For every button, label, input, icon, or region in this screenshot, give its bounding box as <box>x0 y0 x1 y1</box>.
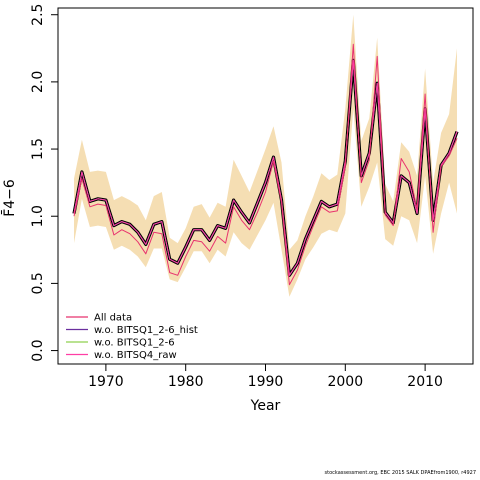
x-tick-label: 1980 <box>168 374 204 390</box>
x-tick-label: 1970 <box>88 374 124 390</box>
y-tick-label: 2.0 <box>30 71 46 93</box>
confidence-band <box>74 14 457 297</box>
legend-label-3: w.o. BITSQ4_raw <box>94 350 177 361</box>
y-axis: 0.0 0.5 1.0 1.5 2.0 2.5 <box>30 4 58 362</box>
x-tick-label: 2010 <box>407 374 443 390</box>
series-line-0 <box>73 43 458 286</box>
legend-label-0: All data <box>94 313 132 324</box>
x-axis-label: Year <box>250 398 281 414</box>
confidence-band-layer <box>74 14 457 297</box>
legend-label-1: w.o. BITSQ1_2-6_hist <box>94 325 198 336</box>
y-tick-label: 0.5 <box>30 272 46 294</box>
y-axis-label: F̄4−6 <box>0 179 18 217</box>
y-tick-label: 2.5 <box>30 4 46 26</box>
footer-credit: stockassessment.org, EBC 2015 SALK DPAEf… <box>324 470 476 476</box>
legend-label-2: w.o. BITSQ1_2-6 <box>94 338 175 349</box>
series-layer <box>72 43 459 286</box>
x-axis: 1970 1980 1990 2000 2010 <box>88 364 443 390</box>
x-tick-label: 2000 <box>327 374 363 390</box>
y-tick-label: 0.0 <box>30 339 46 361</box>
y-tick-label: 1.0 <box>30 205 46 227</box>
x-tick-label: 1990 <box>248 374 284 390</box>
y-tick-label: 1.5 <box>30 138 46 160</box>
